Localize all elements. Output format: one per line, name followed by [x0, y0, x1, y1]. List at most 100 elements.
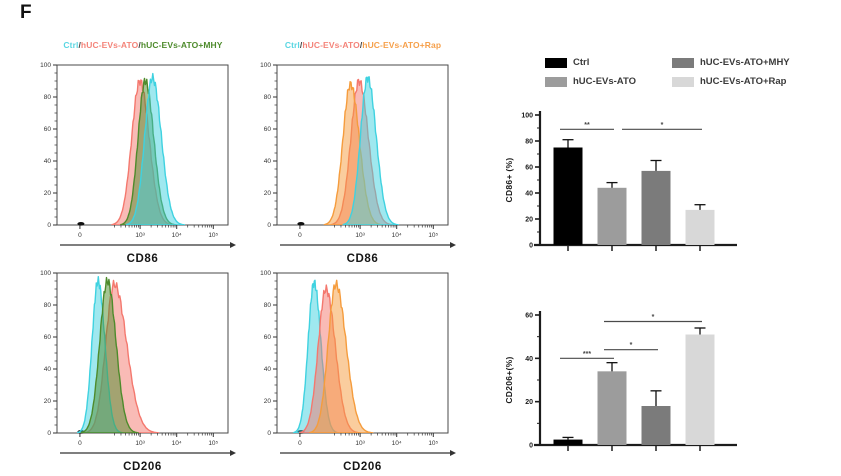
y-axis-label: CD206+(%)	[504, 356, 514, 403]
legend-item-huc-evs-ato-rap: hUC-EVs-ATO+Rap	[672, 76, 790, 87]
x-tick-label: 10⁴	[172, 232, 182, 239]
significance-label: *	[630, 342, 633, 349]
y-tick-label: 60	[264, 126, 272, 133]
curves	[323, 76, 400, 225]
legend-item-ctrl: Ctrl	[545, 57, 672, 68]
histogram-plot-cd86-mhy: 0 20 40 60 80 100 0 10³ 10⁴ 10⁵ CD86	[40, 62, 236, 265]
y-tick-label: 0	[267, 222, 271, 229]
legend-item-huc-evs-ato-mhy: hUC-EVs-ATO+MHY	[672, 57, 790, 68]
y-tick-label: 40	[44, 366, 52, 373]
curve-huc-evs-ato-mhy	[80, 276, 139, 433]
x-tick-label: 0	[298, 440, 302, 447]
y-tick-label: 80	[264, 94, 272, 101]
y-tick-label: 20	[525, 399, 533, 406]
legend-swatch-huc-evs-ato-mhy	[672, 57, 694, 68]
title-part: /	[78, 40, 81, 50]
y-tick-label: 40	[44, 158, 52, 165]
legend-label: hUC-EVs-ATO	[573, 76, 636, 87]
curve-huc-evs-ato-rap	[309, 279, 374, 433]
x-tick-label: 0	[78, 440, 82, 447]
flow-histogram-cd86-mhy: Ctrl/hUC-EVs-ATO/hUC-EVs-ATO+MHY 0 20 40 60…	[27, 40, 237, 271]
y-tick-label: 0	[529, 443, 533, 450]
histogram-title: Ctrl/hUC-EVs-ATO/hUC-EVs-ATO+MHY	[49, 40, 237, 53]
debris-population	[77, 222, 85, 226]
y-tick-label: 100	[40, 62, 51, 69]
title-part: Ctrl	[63, 40, 79, 50]
title-part: /	[359, 40, 363, 50]
x-tick-label: 10⁵	[208, 232, 218, 239]
legend-label: hUC-EVs-ATO+MHY	[700, 57, 790, 68]
panel-label: F	[20, 2, 32, 23]
x-tick-label: 10⁵	[428, 440, 438, 447]
x-axis-label: CD206	[343, 461, 382, 473]
y-tick-label: 20	[525, 217, 533, 224]
x-axis-arrow-head	[230, 450, 236, 456]
x-tick-label: 10³	[135, 440, 145, 447]
y-tick-label: 20	[264, 190, 272, 197]
y-tick-label: 40	[525, 356, 533, 363]
bar-huc-evs-ato-mhy	[641, 170, 671, 245]
legend-label: Ctrl	[573, 57, 590, 68]
y-axis-label: CD86+ (%)	[504, 158, 514, 203]
y-tick-label: 20	[264, 398, 272, 405]
histogram-plot-cd86-rap: 0 20 40 60 80 100 0 10³ 10⁴ 10⁵ CD86	[260, 62, 456, 265]
title-part: hUC-EVs-ATO+Rap	[362, 40, 442, 50]
significance-label: *	[661, 122, 664, 129]
bar-huc-evs-ato-rap	[685, 209, 715, 245]
significance-label: *	[652, 314, 655, 321]
curves	[111, 72, 186, 225]
y-tick-label: 40	[525, 191, 533, 198]
y-tick-label: 0	[47, 222, 51, 229]
title-part: hUC-EVs-ATO	[302, 40, 360, 50]
x-axis-label: CD86	[127, 253, 159, 265]
x-axis-arrow-head	[230, 242, 236, 248]
histogram-title: Ctrl/hUC-EVs-ATO/hUC-EVs-ATO+Rap	[269, 40, 457, 53]
y-tick-label: 20	[44, 398, 52, 405]
x-tick-label: 10⁴	[392, 440, 402, 447]
y-tick-label: 80	[264, 302, 272, 309]
curves	[77, 276, 160, 433]
y-tick-label: 80	[44, 94, 52, 101]
debris-population	[297, 222, 305, 226]
y-tick-label: 100	[260, 270, 271, 277]
histogram-title	[49, 248, 237, 261]
title-part: Ctrl	[284, 40, 300, 50]
legend-swatch-huc-evs-ato	[545, 76, 567, 87]
title-part: /	[299, 40, 303, 50]
y-tick-label: 80	[44, 302, 52, 309]
legend-swatch-huc-evs-ato-rap	[672, 76, 694, 87]
y-tick-label: 0	[529, 243, 533, 250]
x-axis-label: CD86	[347, 253, 379, 265]
bar-huc-evs-ato	[597, 187, 627, 245]
y-tick-label: 0	[267, 430, 271, 437]
legend-label: hUC-EVs-ATO+Rap	[700, 76, 787, 87]
y-tick-label: 60	[264, 334, 272, 341]
y-tick-label: 60	[525, 313, 533, 320]
legend-swatch-ctrl	[545, 57, 567, 68]
significance-label: **	[584, 122, 590, 129]
legend: Ctrl hUC-EVs-ATO hUC-EVs-ATO+MHY hUC-EVs…	[545, 53, 790, 91]
y-tick-label: 100	[260, 62, 271, 69]
y-tick-label: 60	[44, 334, 52, 341]
y-tick-label: 0	[47, 430, 51, 437]
y-tick-label: 20	[44, 190, 52, 197]
y-tick-label: 100	[40, 270, 51, 277]
x-tick-label: 10³	[355, 232, 365, 239]
title-part: /	[138, 40, 141, 50]
bar-ctrl	[553, 439, 583, 445]
x-tick-label: 10³	[355, 440, 365, 447]
x-tick-label: 10⁴	[392, 232, 402, 239]
y-tick-label: 40	[264, 366, 272, 373]
title-part: hUC-EVs-ATO+MHY	[140, 40, 223, 50]
bar-huc-evs-ato	[597, 371, 627, 445]
curve-ctrl	[125, 72, 186, 225]
x-tick-label: 10⁵	[208, 440, 218, 447]
x-axis-arrow-head	[450, 450, 456, 456]
y-tick-label: 80	[525, 139, 533, 146]
bar-huc-evs-ato-rap	[685, 334, 715, 445]
x-axis-label: CD206	[123, 461, 162, 473]
x-tick-label: 0	[298, 232, 302, 239]
significance-label: ***	[583, 351, 591, 358]
title-part: hUC-EVs-ATO	[80, 40, 139, 50]
